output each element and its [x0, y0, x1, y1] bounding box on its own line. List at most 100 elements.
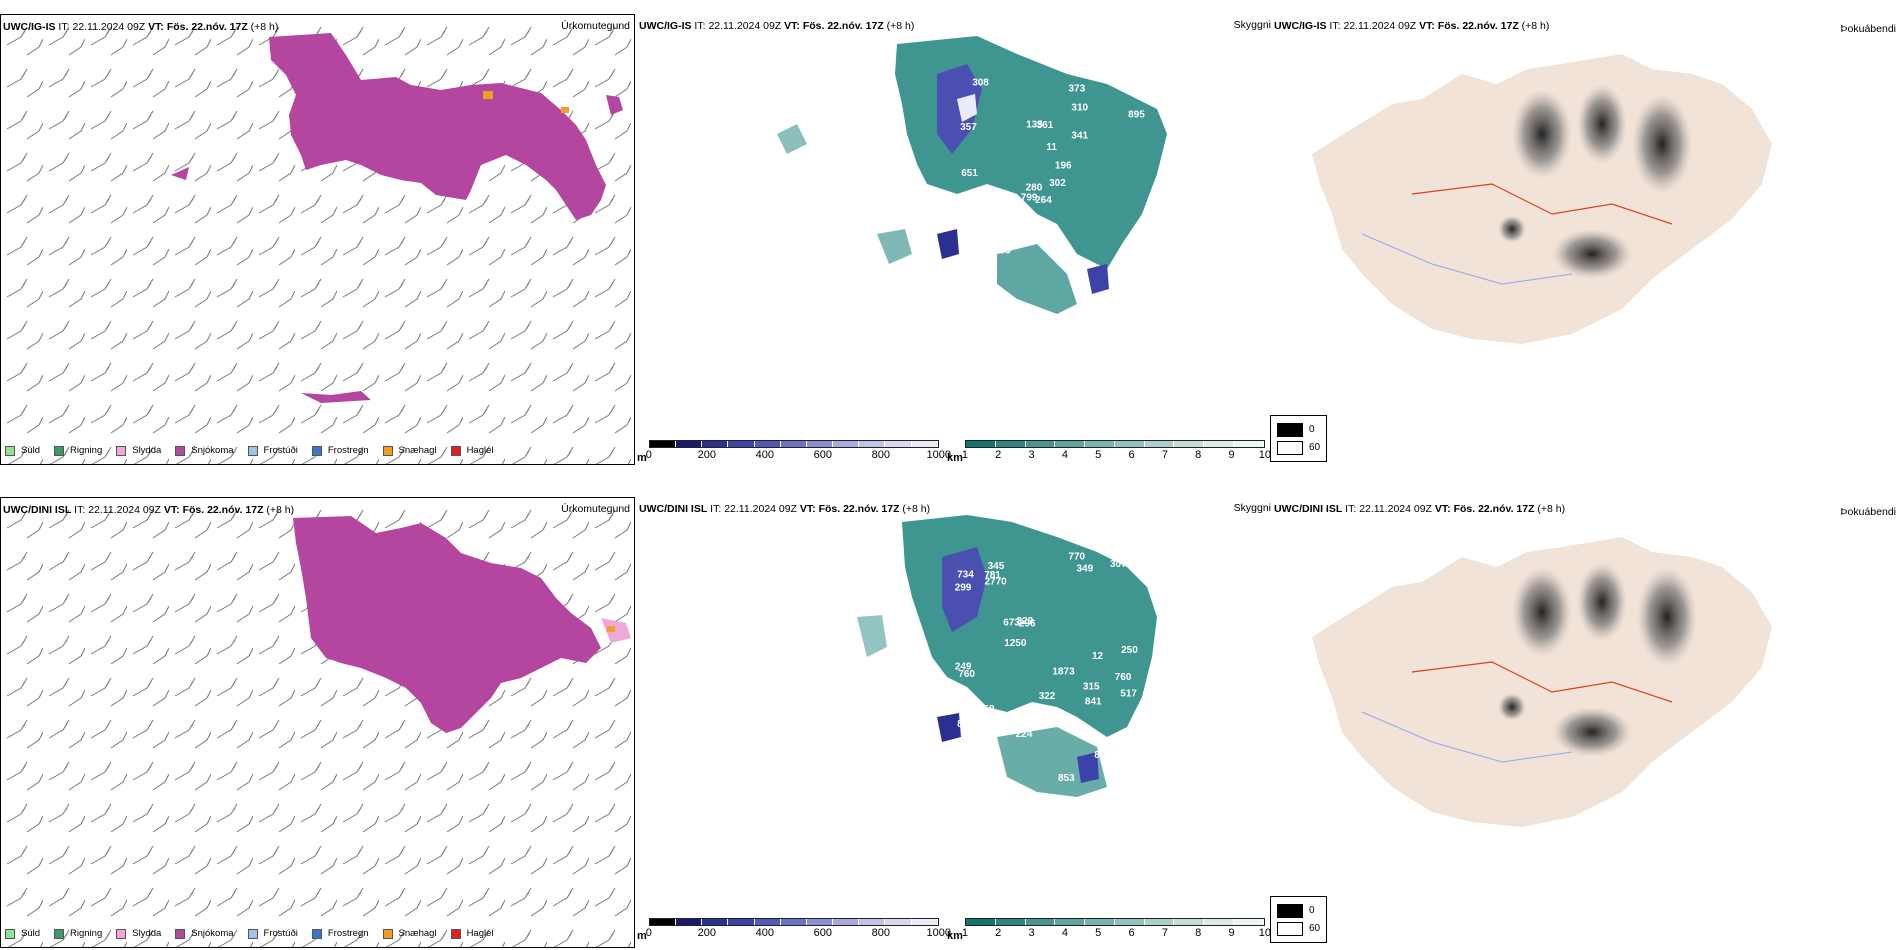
colorbar-cell: [1055, 441, 1086, 447]
legend-label: Súld: [21, 928, 41, 939]
colorbar-tick-label: 3: [1028, 927, 1035, 939]
fog-area: [1512, 567, 1572, 657]
colorbar-tick-label: 8: [1195, 927, 1202, 939]
colorbar-cell: [780, 919, 807, 925]
cloud-base-label: 308: [972, 78, 989, 89]
legend-item: Rigning: [54, 928, 102, 939]
legend-swatch: [247, 928, 258, 939]
cloud-base-area: [942, 547, 987, 632]
cloud-base-label: 781: [984, 570, 1001, 581]
panel-type-label: Þokuábendi: [1840, 23, 1896, 35]
cloud-base-label: 341: [1071, 131, 1088, 142]
visibility-area: [997, 244, 1077, 314]
cloud-base-labels: 264 357 280 346 196 305 373 361 310 302 308 388 651 8…: [953, 78, 1146, 304]
cloud-base-label: 841: [1085, 696, 1102, 707]
colorbar-cell: [965, 919, 996, 925]
visibility-unit: km: [947, 930, 963, 942]
cloud-base-label: 373: [1069, 84, 1086, 95]
fog-area: [1498, 215, 1526, 243]
colorbar-cell: [1204, 441, 1235, 447]
cloud-base-label: 760: [958, 669, 975, 680]
cloud-base-label: 135: [1026, 120, 1043, 131]
precip-map-row2: [1, 498, 634, 947]
legend-label: Snjókoma: [191, 445, 234, 456]
snow-area: [269, 33, 606, 220]
colorbar-tick-label: 1000: [926, 449, 952, 461]
cloud-base-label: 346: [953, 268, 970, 279]
cloud-base-area: [937, 229, 959, 259]
cloud-base-label: 249: [955, 661, 972, 672]
snow-pellets-patch: [561, 107, 569, 113]
fog-key-swatch: [1277, 922, 1303, 936]
colorbar-tick-label: 4: [1061, 449, 1068, 461]
snow-area-east: [606, 95, 623, 115]
colorbar-cell: [1204, 919, 1235, 925]
cloud-base-label: 305: [994, 246, 1011, 257]
cloud-panel-row1: 264 357 280 346 196 305 373 361 310 302 308 388 651 8…: [637, 14, 1271, 465]
panel-type-label: Skyggni: [1233, 502, 1271, 514]
cloud-base-label: 746: [1120, 753, 1137, 764]
colorbar-cell: [833, 441, 860, 447]
colorbar-cell: [1234, 441, 1264, 447]
fog-area: [1552, 707, 1632, 757]
colorbar-cell: [1085, 919, 1115, 925]
fog-key-swatch: [1277, 423, 1303, 437]
cloud-base-area: [957, 94, 977, 122]
legend-label: Snjókoma: [191, 928, 234, 939]
colorbar-cell: [1114, 919, 1145, 925]
colorbar-cell: [649, 441, 676, 447]
cloud-base-label: 460: [961, 753, 978, 764]
fog-area: [1632, 94, 1692, 194]
cloud-base-label: 329: [1017, 616, 1034, 627]
cloud-base-label: 302: [1049, 178, 1066, 189]
legend-item: Haglél: [450, 928, 494, 939]
colorbar-tick-label: 7: [1161, 927, 1168, 939]
colorbar-tick-label: 10: [1258, 449, 1271, 461]
cloud-base-label: 296: [1019, 619, 1036, 630]
panel-title: UWC/IG-IS IT: 22.11.2024 09Z VT: Fös. 22…: [1274, 20, 1550, 32]
cloud-base-label: 224: [1016, 729, 1033, 740]
colorbar-cell: [1025, 441, 1056, 447]
cloud-base-label: 250: [1121, 645, 1138, 656]
cloud-base-label: 651: [961, 168, 978, 179]
colorbar-cell: [1174, 441, 1205, 447]
colorbar-cell: [995, 441, 1026, 447]
cloud-base-label: 322: [1039, 691, 1056, 702]
colorbar-cell: [885, 919, 912, 925]
colorbar-cell: [806, 919, 834, 925]
precip-legend: Súld Rigning Slydda Snjókoma Frostúði Frostre…: [5, 928, 494, 939]
cloud-base-label: 349: [1077, 563, 1094, 574]
legend-label: Frostúði: [263, 445, 298, 456]
cloud-base-label: 734: [957, 570, 974, 581]
colorbar-tick-label: 800: [871, 927, 890, 939]
colorbar-cell: [885, 441, 912, 447]
legend-label: Frostregn: [327, 445, 369, 456]
legend-label: Rigning: [70, 445, 103, 456]
precip-map-row1: [1, 15, 634, 464]
cloud-base-label: 896: [957, 719, 974, 730]
legend-label: Frostúði: [263, 928, 298, 939]
colorbar-cell: [1055, 919, 1086, 925]
fog-area: [1552, 229, 1632, 279]
panel-title: UWC/DINI ISL IT: 22.11.2024 09Z VT: Fös.…: [1274, 503, 1566, 515]
panel-title: UWC/IG-IS IT: 22.11.2024 09Z VT: Fös. 22…: [3, 21, 279, 33]
cloud-base-label: 673: [1003, 617, 1020, 628]
cloud-base-label: 310: [1071, 102, 1088, 113]
sleet-area: [601, 618, 631, 643]
fog-key-value: 0: [1309, 905, 1315, 916]
snow-area-west: [171, 167, 189, 180]
visibility-colorbar: km 1 2 3 4 5 6 7 8 9 10: [947, 918, 1271, 942]
ceiling-unit: m: [637, 930, 647, 942]
colorbar-cell: [1174, 919, 1205, 925]
colorbar-tick-label: 400: [755, 449, 774, 461]
legend-swatch: [311, 928, 322, 939]
snow-pellets-patch: [483, 91, 493, 99]
legend-swatch: [54, 445, 65, 456]
panel-title: UWC/DINI ISL IT: 22.11.2024 09Z VT: Fös.…: [3, 504, 295, 516]
visibility-area: [777, 124, 807, 154]
legend-label: Haglél: [466, 928, 494, 939]
fog-area: [1577, 84, 1627, 164]
colorbar-cell: [780, 441, 807, 447]
legend-swatch: [247, 445, 258, 456]
colorbar-cell: [675, 441, 703, 447]
